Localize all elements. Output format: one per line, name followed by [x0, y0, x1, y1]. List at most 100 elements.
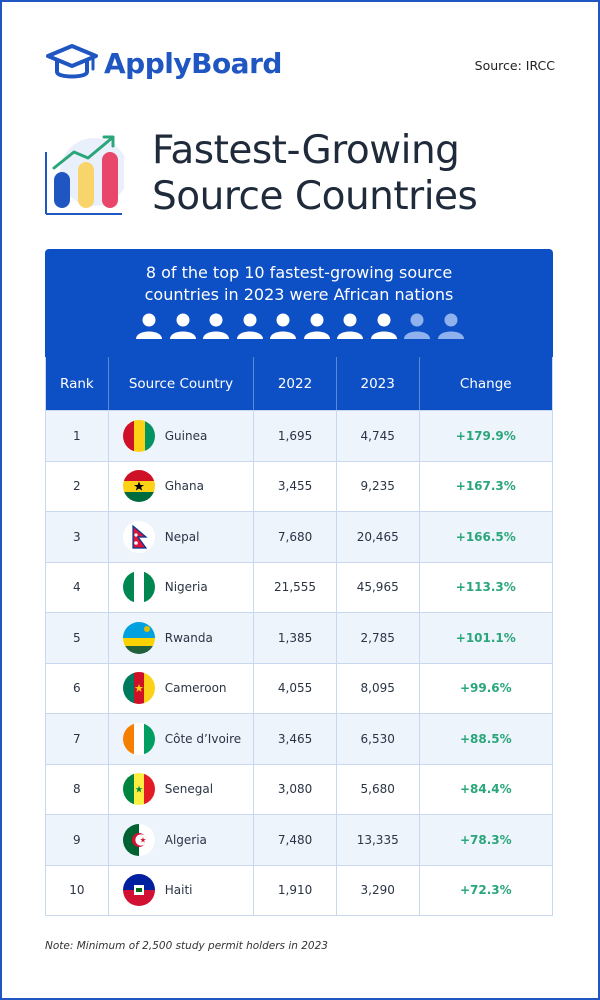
- header-2023: 2023: [337, 357, 420, 410]
- country-name: Nepal: [164, 529, 200, 544]
- value-2023-cell: 13,335: [337, 815, 420, 865]
- table-row: 2 Ghana 3,455 9,235 +167.3%: [46, 460, 552, 511]
- change-cell: +113.3%: [420, 563, 552, 613]
- banner-line-2: countries in 2023 were African nations: [144, 285, 454, 304]
- value-2022-cell: 7,680: [254, 512, 337, 562]
- rank-cell: 4: [46, 562, 109, 612]
- change-value: +113.3%: [455, 580, 516, 595]
- source-label: Source: IRCC: [474, 58, 555, 73]
- haiti-flag-icon: [122, 874, 155, 907]
- people-row: [135, 312, 465, 340]
- bar-chart-growth-icon: [45, 135, 124, 215]
- person-icon-highlighted: [303, 313, 330, 339]
- country-cell: Cameroon: [109, 663, 255, 713]
- change-cell: +84.4%: [420, 765, 552, 815]
- banner: 8 of the top 10 fastest-growing source c…: [45, 249, 553, 357]
- value-2022-cell: 7,480: [254, 815, 337, 865]
- country-cell: Guinea: [109, 411, 255, 461]
- footnote: Note: Minimum of 2,500 study permit hold…: [45, 940, 328, 952]
- banner-line-1: 8 of the top 10 fastest-growing source: [145, 263, 453, 282]
- person-icon-highlighted: [270, 313, 297, 339]
- country-name: Haiti: [164, 883, 193, 898]
- rwanda-flag-icon: [122, 621, 155, 654]
- country-cell: Haiti: [109, 865, 255, 915]
- person-icon-muted: [437, 313, 464, 339]
- country-name: Ghana: [164, 479, 204, 494]
- nigeria-flag-icon: [122, 571, 155, 604]
- header-2022: 2022: [254, 357, 337, 410]
- table-row: 3 Nepal 7,680 20,465 +166.5%: [46, 511, 552, 562]
- title-line-2: Source Countries: [152, 174, 478, 219]
- change-value: +84.4%: [459, 782, 512, 797]
- table-row: 9 Algeria 7,480 13,335 +78.3%: [46, 814, 552, 865]
- person-icon-highlighted: [337, 313, 364, 339]
- value-2022-cell: 3,465: [254, 714, 337, 764]
- country-cell: Rwanda: [109, 613, 255, 663]
- value-2022-cell: 1,695: [254, 411, 337, 461]
- table-row: 8 Senegal 3,080 5,680 +84.4%: [46, 763, 552, 815]
- table-row: 10 Haiti 1,910 3,290 +72.3%: [46, 864, 552, 916]
- person-icon-highlighted: [370, 313, 397, 339]
- rank-cell: 5: [46, 613, 109, 663]
- header-country: Source Country: [109, 357, 255, 410]
- change-cell: +72.3%: [420, 866, 552, 916]
- rank-cell: 8: [46, 764, 109, 814]
- value-2023-cell: 5,680: [337, 764, 420, 814]
- country-cell: Côte d’Ivoire: [109, 714, 255, 764]
- rank-cell: 2: [46, 461, 109, 511]
- value-2022-cell: 1,910: [254, 865, 337, 915]
- page-title: Fastest-Growing Source Countries: [152, 128, 478, 220]
- rank-cell: 10: [46, 865, 109, 915]
- change-cell: +101.1%: [420, 613, 552, 663]
- algeria-flag-icon: [122, 823, 155, 856]
- change-value: +101.1%: [455, 630, 516, 645]
- value-2022-cell: 3,080: [254, 764, 337, 814]
- table-row: 4 Nigeria 21,555 45,965 +113.3%: [46, 561, 552, 613]
- table-row: 7 Côte d’Ivoire 3,465 6,530 +88.5%: [46, 713, 552, 764]
- nepal-flag-icon: [122, 520, 155, 553]
- value-2023-cell: 20,465: [337, 512, 420, 562]
- country-name: Nigeria: [164, 580, 208, 595]
- person-icon-highlighted: [236, 313, 263, 339]
- country-name: Senegal: [164, 782, 214, 797]
- table-body: 1 Guinea 1,695 4,745 +179.9% 2 Ghana 3,455 9,235…: [46, 410, 552, 915]
- country-cell: Senegal: [109, 764, 255, 814]
- value-2023-cell: 8,095: [337, 663, 420, 713]
- title-line-1: Fastest-Growing: [152, 128, 460, 173]
- value-2022-cell: 21,555: [254, 562, 337, 612]
- guinea-flag-icon: [122, 419, 155, 452]
- value-2023-cell: 9,235: [337, 461, 420, 511]
- rank-cell: 3: [46, 512, 109, 562]
- value-2023-cell: 6,530: [337, 714, 420, 764]
- rank-cell: 9: [46, 815, 109, 865]
- country-cell: Nigeria: [109, 562, 255, 612]
- value-2022-cell: 4,055: [254, 663, 337, 713]
- country-name: Côte d’Ivoire: [164, 731, 242, 746]
- change-cell: +99.6%: [420, 664, 552, 714]
- country-cell: Nepal: [109, 512, 255, 562]
- header-rank: Rank: [46, 357, 109, 410]
- country-name: Algeria: [164, 832, 207, 847]
- senegal-flag-icon: [122, 773, 155, 806]
- table-header: Rank Source Country 2022 2023 Change: [46, 357, 552, 410]
- country-name: Cameroon: [164, 681, 227, 696]
- person-icon-highlighted: [169, 313, 196, 339]
- table-row: 1 Guinea 1,695 4,745 +179.9%: [46, 410, 552, 461]
- countries-table: Rank Source Country 2022 2023 Change 1 Gu…: [45, 357, 553, 916]
- country-cell: Ghana: [109, 461, 255, 511]
- value-2022-cell: 3,455: [254, 461, 337, 511]
- logo: ApplyBoard: [44, 42, 282, 84]
- change-cell: +88.5%: [420, 714, 552, 764]
- change-cell: +166.5%: [420, 512, 552, 562]
- graduation-cap-icon: [46, 44, 98, 79]
- change-value: +72.3%: [459, 883, 512, 898]
- value-2023-cell: 2,785: [337, 613, 420, 663]
- country-name: Rwanda: [164, 630, 213, 645]
- value-2023-cell: 45,965: [337, 562, 420, 612]
- cote-divoire-flag-icon: [122, 722, 155, 755]
- change-value: +167.3%: [455, 479, 516, 494]
- change-cell: +78.3%: [420, 815, 552, 865]
- cameroon-flag-icon: [122, 672, 155, 705]
- header-change: Change: [459, 375, 512, 392]
